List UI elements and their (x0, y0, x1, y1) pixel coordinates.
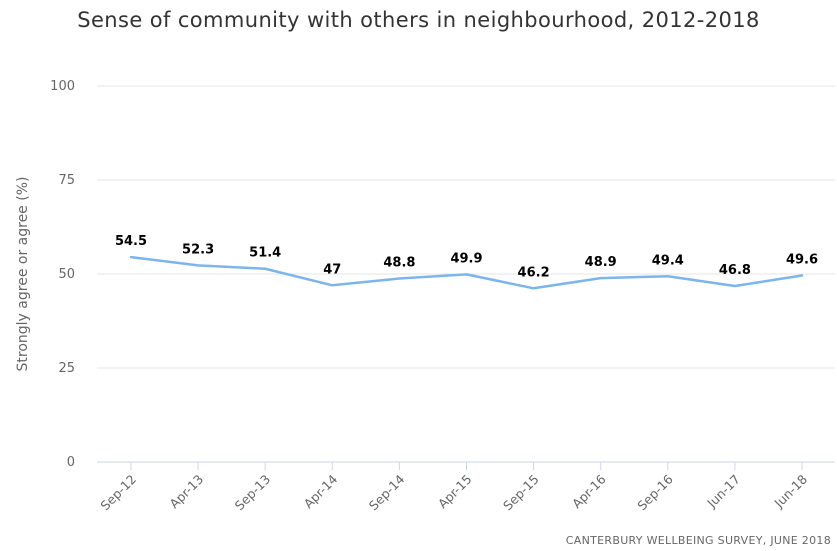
data-label: 54.5 (115, 234, 147, 249)
x-tick-label: Apr-16 (569, 471, 609, 511)
data-label: 48.9 (585, 255, 617, 270)
data-label: 47 (323, 262, 341, 277)
y-tick-label: 100 (50, 79, 75, 94)
y-tick-label: 0 (67, 455, 75, 470)
data-label: 52.3 (182, 242, 214, 257)
data-label: 46.2 (518, 265, 550, 280)
y-tick-label: 50 (58, 267, 75, 282)
x-axis-ticks: Sep-12 Apr-13 Sep-13 Apr-14 Sep-14 Apr-15 Sep-… (97, 462, 810, 513)
series-line (129, 255, 804, 290)
x-tick-label: Sep-15 (500, 472, 542, 514)
x-tick-label: Jun-17 (703, 472, 743, 512)
x-tick-label: Sep-14 (366, 471, 408, 513)
data-label: 49.9 (450, 251, 482, 266)
data-label: 49.4 (652, 253, 684, 268)
y-axis-ticks: 0 25 50 75 100 (50, 79, 75, 470)
data-label: 46.8 (719, 263, 751, 278)
x-tick-label: Sep-12 (97, 472, 139, 514)
x-tick-label: Apr-13 (166, 472, 206, 512)
chart-title: Sense of community with others in neighb… (77, 8, 760, 32)
data-label: 49.6 (786, 253, 818, 268)
x-tick-label: Apr-15 (435, 472, 475, 512)
data-label: 48.8 (383, 256, 415, 271)
y-axis-label: Strongly agree or agree (%) (15, 177, 31, 372)
x-tick-label: Apr-14 (301, 471, 341, 511)
y-tick-label: 25 (58, 361, 75, 376)
source-note: CANTERBURY WELLBEING SURVEY, JUNE 2018 (565, 534, 831, 547)
data-labels: 54.5 52.3 51.4 47 48.8 49.9 46.2 48.9 49.4 46.8 49… (115, 234, 818, 280)
x-tick-label: Sep-16 (634, 471, 676, 513)
series (129, 255, 804, 290)
data-label: 51.4 (249, 246, 281, 261)
y-tick-label: 75 (58, 173, 75, 188)
x-tick-label: Jun-18 (771, 471, 811, 511)
x-tick-label: Sep-13 (232, 472, 274, 514)
